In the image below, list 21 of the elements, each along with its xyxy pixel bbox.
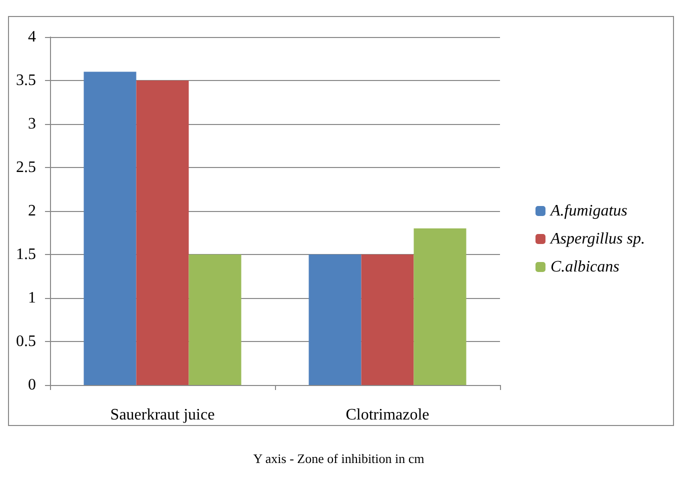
y-tick-label: 4 xyxy=(28,28,36,46)
bar xyxy=(188,254,242,385)
legend-label: C.albicans xyxy=(550,258,620,276)
y-tick-label: 2.5 xyxy=(16,159,36,176)
y-tick-label: 0.5 xyxy=(16,333,36,350)
y-tick-label: 1.5 xyxy=(16,246,36,263)
bar xyxy=(136,80,189,385)
y-tick-label: 3 xyxy=(28,116,36,132)
y-tick-label: 2 xyxy=(28,202,36,220)
bar xyxy=(308,254,362,385)
y-tick-label: 1 xyxy=(28,290,36,306)
x-tick-label: Clotrimazole xyxy=(346,406,430,424)
bar xyxy=(84,72,136,385)
legend-label: Aspergillus sp. xyxy=(549,230,646,248)
legend-label: A.fumigatus xyxy=(549,202,628,220)
text: Y axis - Zone of inhibition in cm xyxy=(253,451,424,466)
x-tick-label: Sauerkraut juice xyxy=(110,406,215,424)
bar xyxy=(414,228,466,385)
y-tick-label: 0 xyxy=(28,376,36,394)
bar xyxy=(361,254,414,385)
y-tick-label: 3.5 xyxy=(16,72,36,89)
